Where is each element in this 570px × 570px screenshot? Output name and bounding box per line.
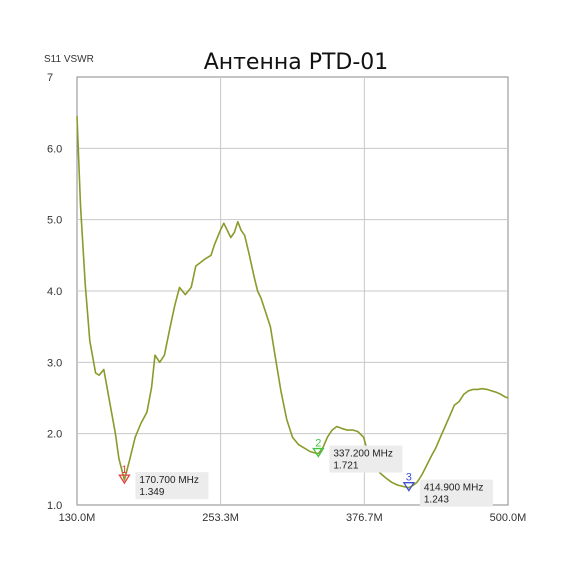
y-tick-label: 3.0 <box>47 357 62 369</box>
marker-readout-box <box>135 472 209 500</box>
x-tick-label: 130.0M <box>59 512 96 524</box>
x-tick-label: 376.7M <box>346 512 383 524</box>
marker-triangle-icon <box>118 474 131 485</box>
marker-frequency: 414.900 MHz <box>424 483 483 494</box>
marker-vswr-value: 1.721 <box>333 461 358 472</box>
marker-readout-box <box>329 445 403 473</box>
marker-number: 1 <box>121 464 127 476</box>
marker-frequency: 170.700 MHz <box>139 475 198 486</box>
marker-number: 2 <box>315 438 321 450</box>
marker-vswr-value: 1.349 <box>139 487 164 498</box>
marker-readout-box <box>419 479 493 507</box>
y-tick-label: 1.0 <box>47 500 62 512</box>
vswr-trace <box>76 116 509 489</box>
plot-area: 130.0M 253.3M 376.7M 500.0M 1.0 2.0 3.0 4.0 5.0 6… <box>47 72 526 524</box>
marker-triangle-icon <box>312 447 325 458</box>
chart-title: Антенна PTD-01 <box>204 50 389 75</box>
marker-triangle-icon <box>402 482 416 492</box>
x-tick-label: 500.0M <box>490 512 527 524</box>
y-tick-label: 4.0 <box>47 286 62 298</box>
marker-frequency: 337.200 MHz <box>333 449 392 460</box>
marker-vswr-value: 1.243 <box>424 495 449 506</box>
marker-number: 3 <box>406 472 412 484</box>
y-tick-label: 5.0 <box>47 215 62 227</box>
x-tick-label: 253.3M <box>202 512 239 524</box>
y-tick-label: 7 <box>47 72 53 84</box>
y-tick-label: 6.0 <box>47 143 62 155</box>
y-axis-label: S11 VSWR <box>44 54 94 65</box>
y-tick-label: 2.0 <box>47 429 62 441</box>
